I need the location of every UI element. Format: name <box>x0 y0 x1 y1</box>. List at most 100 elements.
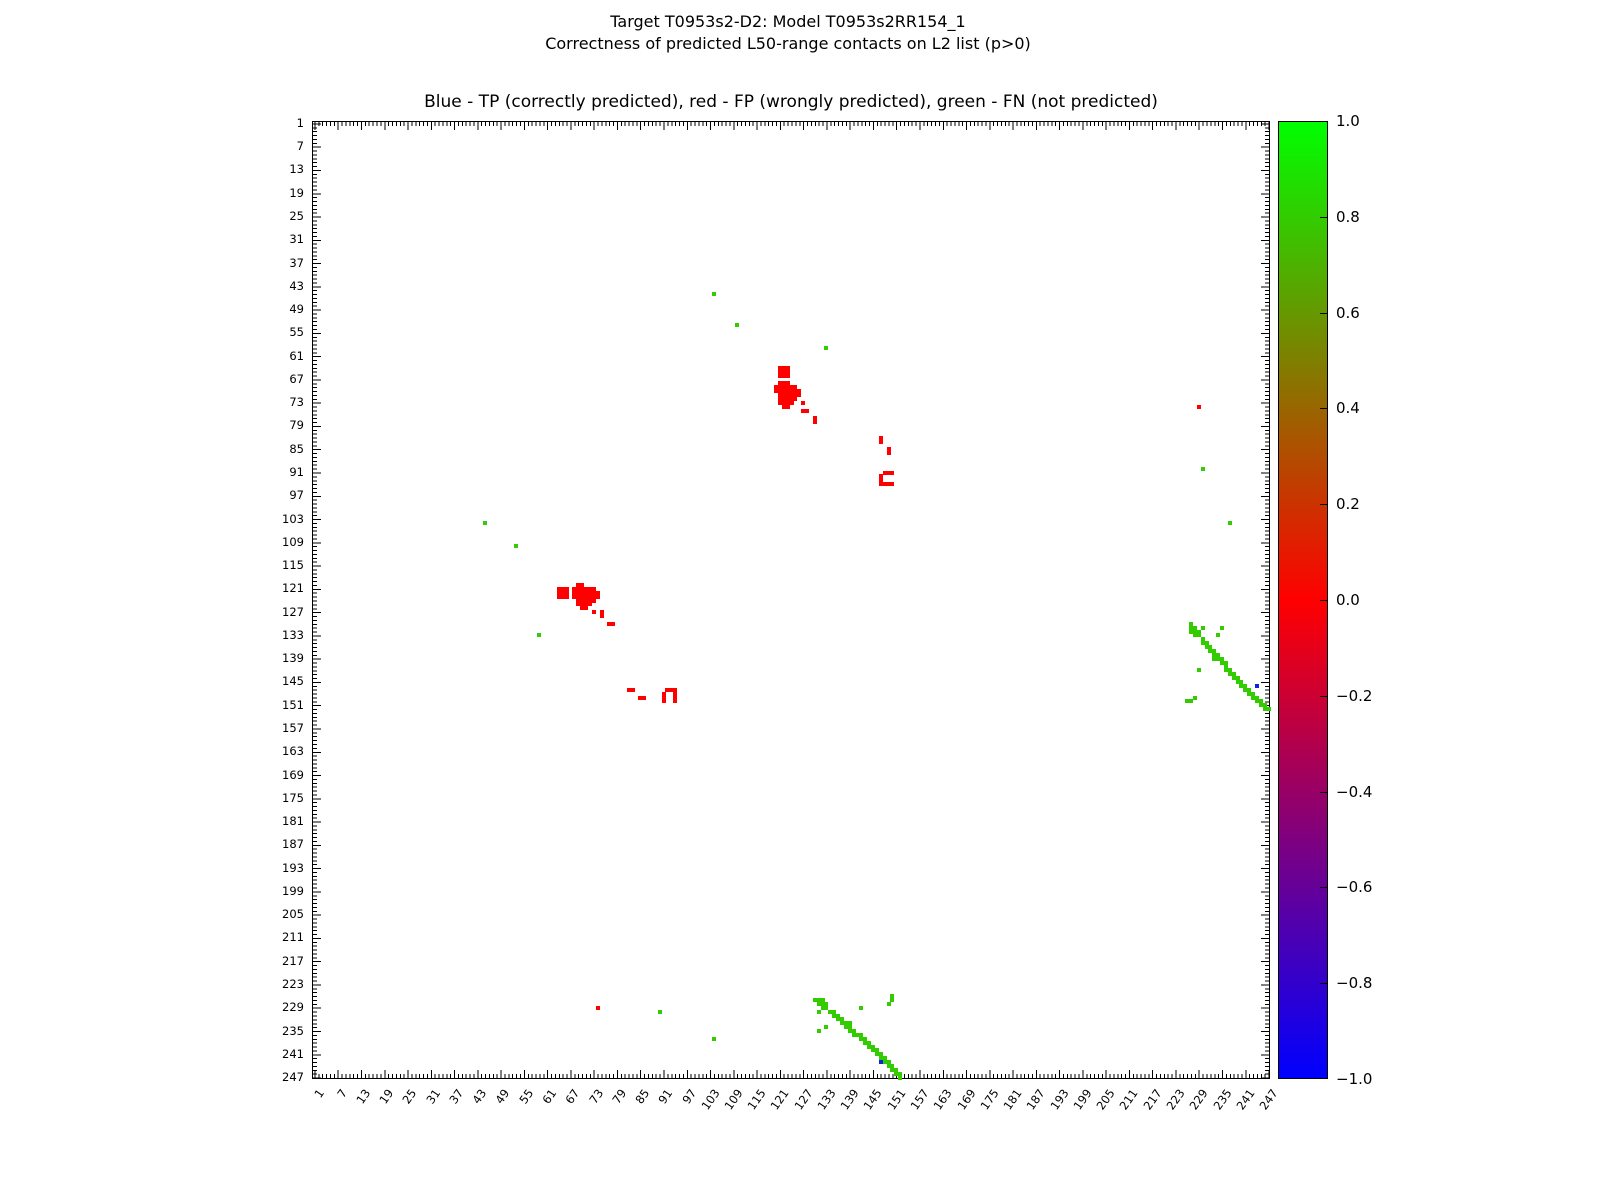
contact-cell-fp <box>777 385 782 390</box>
contact-cell-fn <box>1189 625 1194 630</box>
contact-cell-fp <box>774 385 779 390</box>
contact-cell-fp <box>564 590 569 595</box>
contact-cell-fn <box>1227 668 1232 673</box>
y-tick-label: 241 <box>282 1046 304 1061</box>
x-tick-label: 127 <box>791 1086 816 1113</box>
x-tick-label: 151 <box>884 1086 909 1113</box>
contact-cell-fn <box>812 998 817 1003</box>
y-tick-label: 37 <box>289 255 304 270</box>
x-tick-label: 133 <box>814 1086 839 1113</box>
contact-cell-fp <box>591 586 596 591</box>
contact-cell-fn <box>843 1025 848 1030</box>
x-tick-label: 43 <box>469 1086 490 1107</box>
y-tick-label: 211 <box>282 930 304 945</box>
x-tick-label: 25 <box>399 1086 420 1107</box>
colorbar-tick-label: 0.6 <box>1336 303 1360 322</box>
y-tick-label: 115 <box>282 558 304 573</box>
x-tick-label: 181 <box>1000 1086 1025 1113</box>
contact-cell-fn <box>1204 641 1209 646</box>
contact-cell-fp <box>785 400 790 405</box>
contact-cell-fp <box>781 389 786 394</box>
contact-cell-fn <box>1185 699 1190 704</box>
contact-cell-fp <box>785 369 790 374</box>
contact-cell-fn <box>836 1017 841 1022</box>
y-tick-label: 223 <box>282 976 304 991</box>
contact-cell-fp <box>789 396 794 401</box>
contact-cell-fp <box>793 389 798 394</box>
contact-cell-fn <box>1243 687 1248 692</box>
contact-cell-fp <box>777 389 782 394</box>
contact-cell-fn <box>1254 699 1259 704</box>
contact-cell-fn <box>898 1075 903 1080</box>
contact-cell-fp <box>564 586 569 591</box>
colorbar-tick-label: −1.0 <box>1336 1070 1373 1088</box>
colorbar-tick <box>1320 887 1327 889</box>
contact-cell-fp <box>777 369 782 374</box>
contact-cell-tp <box>1254 683 1259 688</box>
contact-cell-fp <box>572 594 577 599</box>
contact-cell-fn <box>1200 637 1205 642</box>
contact-cell-fp <box>812 420 817 425</box>
contact-cell-fp <box>607 621 612 626</box>
contact-cell-fp <box>781 392 786 397</box>
y-tick-label: 235 <box>282 1023 304 1038</box>
contact-cell-fp <box>781 381 786 386</box>
contact-cell-fp <box>576 583 581 588</box>
contact-cell-fn <box>851 1029 856 1034</box>
contact-cell-fn <box>859 1005 864 1010</box>
contact-cell-fn <box>1247 687 1252 692</box>
contact-cell-fn <box>1262 707 1267 712</box>
contact-cell-fn <box>1227 520 1232 525</box>
contact-cell-fp <box>580 590 585 595</box>
contact-cell-fn <box>874 1048 879 1053</box>
contact-cell-fp <box>583 598 588 603</box>
contact-cell-tp <box>878 1060 883 1065</box>
x-tick-label: 193 <box>1047 1086 1072 1113</box>
contact-cell-fp <box>591 594 596 599</box>
contact-cell-fn <box>867 1040 872 1045</box>
contact-cell-fn <box>1212 652 1217 657</box>
y-tick-label: 205 <box>282 907 304 922</box>
contact-cell-fp <box>793 385 798 390</box>
contact-cell-fp <box>878 482 883 487</box>
contact-cell-fp <box>785 381 790 386</box>
contact-cell-fp <box>673 687 678 692</box>
contact-cell-fn <box>816 1001 821 1006</box>
contact-cell-fn <box>1243 683 1248 688</box>
colorbar-tick-label: 0.2 <box>1336 495 1360 514</box>
x-tick-label: 19 <box>376 1086 397 1107</box>
contact-cell-fn <box>886 1060 891 1065</box>
contact-cell-fp <box>777 373 782 378</box>
contact-cell-fp <box>886 451 891 456</box>
contact-cell-fn <box>886 1063 891 1068</box>
contact-cell-fn <box>839 1021 844 1026</box>
contact-cell-fn <box>1251 691 1256 696</box>
contact-cell-fn <box>514 544 519 549</box>
contact-cell-fn <box>711 292 716 297</box>
contact-cell-fn <box>890 994 895 999</box>
contact-cell-fp <box>886 447 891 452</box>
y-tick-label: 49 <box>289 302 304 317</box>
x-tick-label: 97 <box>679 1086 699 1107</box>
contact-cell-fn <box>1208 648 1213 653</box>
contact-cell-fn <box>1208 645 1213 650</box>
contact-cell-fn <box>863 1036 868 1041</box>
contact-cell-fp <box>882 470 887 475</box>
y-tick-label: 91 <box>289 465 304 479</box>
contact-cell-fn <box>1258 703 1263 708</box>
x-tick-label: 247 <box>1256 1086 1281 1113</box>
contact-cell-fp <box>785 396 790 401</box>
x-tick-label: 241 <box>1233 1086 1258 1113</box>
contact-cell-fn <box>537 633 542 638</box>
contact-cell-fp <box>878 474 883 479</box>
contact-cell-fn <box>1192 633 1197 638</box>
contact-cell-fp <box>781 373 786 378</box>
contact-cell-fn <box>1204 645 1209 650</box>
contact-cell-fn <box>1220 660 1225 665</box>
contact-cell-fn <box>711 1036 716 1041</box>
contact-cell-fp <box>785 385 790 390</box>
x-tick-label: 115 <box>744 1086 769 1113</box>
contact-cell-fp <box>576 594 581 599</box>
contact-cell-fn <box>1239 683 1244 688</box>
contact-cell-fn <box>1220 656 1225 661</box>
